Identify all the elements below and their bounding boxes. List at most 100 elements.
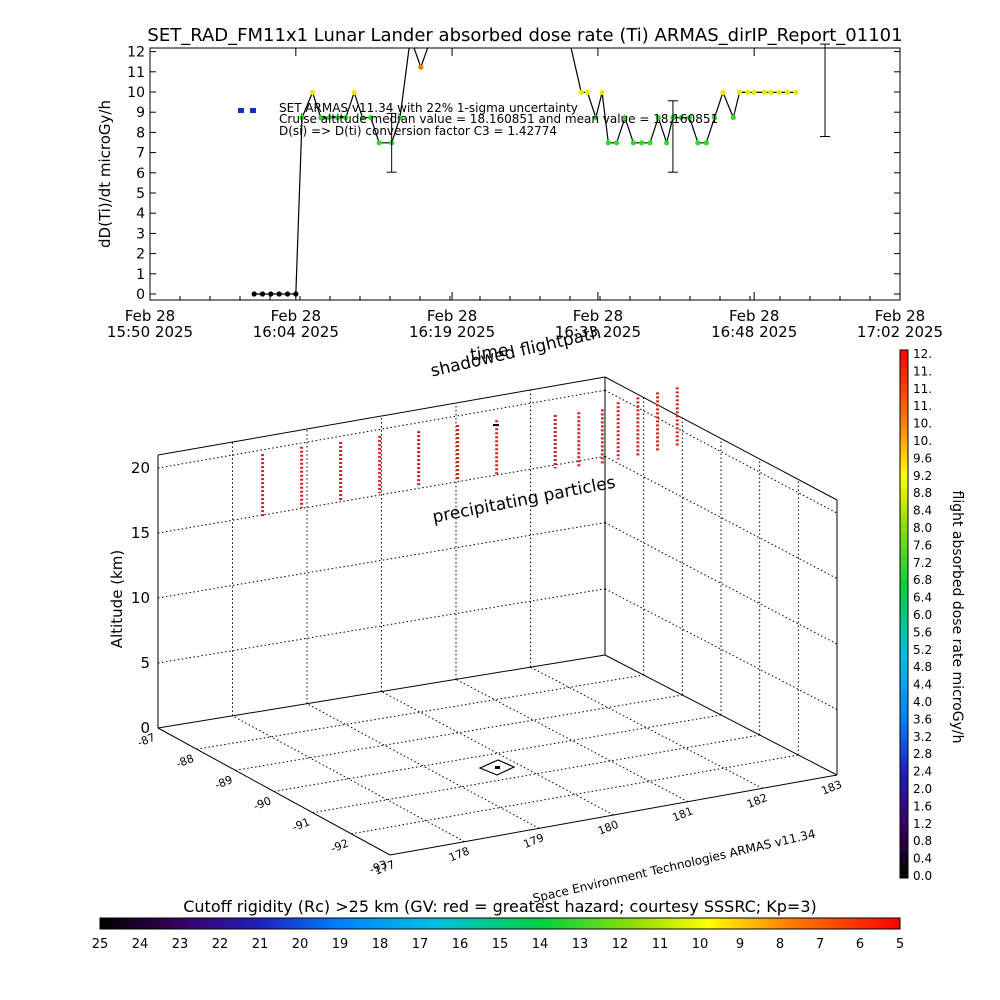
longitude-tick-label: 180 [596, 818, 620, 838]
dose-point [622, 115, 628, 121]
dose-y-tick-label: 6 [136, 166, 145, 182]
dose-y-tick-label: 0 [136, 287, 145, 303]
dose-y-tick-label: 12 [127, 45, 145, 61]
latitude-tick-label: -91 [290, 815, 312, 834]
dose-point [578, 89, 584, 95]
dose-x-tick-time: 15:50 2025 [107, 323, 193, 341]
cutoff-colorbar-tick-label: 11 [652, 937, 669, 952]
dose-colorbar-tick-label: 2.8 [913, 747, 932, 761]
dose-point [376, 140, 382, 146]
dose-colorbar-tick-label: 4.8 [913, 660, 932, 674]
dose-y-tick-label: 9 [136, 105, 145, 121]
altitude-tick-label: 0 [140, 719, 150, 737]
dose-x-tick-time: 16:48 2025 [711, 323, 797, 341]
cutoff-colorbar-tick-label: 10 [692, 937, 709, 952]
dose-point [293, 291, 299, 297]
cutoff-colorbar-tick-label: 22 [212, 937, 229, 952]
latitude-tick-label: -92 [329, 837, 351, 856]
dose-colorbar-tick-label: 1.6 [913, 799, 932, 813]
lander-marker-icon [478, 759, 516, 776]
altitude-tick-label: 15 [131, 524, 150, 542]
dose-point [711, 115, 718, 121]
dose-colorbar-fill [900, 350, 908, 878]
dose-colorbar-tick-label: 3.2 [913, 730, 932, 744]
dose-point [703, 140, 709, 146]
dose-point [593, 115, 599, 121]
dose-point [605, 140, 611, 146]
dose-point [664, 140, 670, 146]
dose-point [334, 115, 341, 121]
cutoff-colorbar-frame [99, 917, 901, 930]
dose-point [695, 140, 701, 146]
dose-point [251, 291, 257, 297]
altitude-tick-label: 5 [140, 654, 150, 672]
dose-colorbar-tick-label: 7.2 [913, 556, 932, 570]
altitude-tick-label: 10 [131, 589, 150, 607]
cutoff-colorbar-fill [100, 918, 900, 929]
dose-colorbar-tick-label: 5.2 [913, 643, 932, 657]
longitude-tick-label: 182 [745, 791, 769, 811]
dose-point [259, 291, 266, 297]
dose-point [768, 89, 774, 95]
dose-point [343, 115, 349, 121]
cutoff-colorbar-tick-label: 5 [896, 937, 904, 952]
cutoff-colorbar [100, 918, 900, 929]
dose-point [655, 115, 661, 121]
annotation-precipitating-particles: precipitating particles [431, 473, 617, 528]
dose-colorbar-tick-label: 4.0 [913, 695, 932, 709]
dose-colorbar-tick-label: 0.8 [913, 834, 932, 848]
longitude-tick-label: 183 [820, 778, 844, 798]
grid-line [232, 715, 465, 843]
cutoff-colorbar-tick-label: 15 [492, 937, 509, 952]
grid-line [455, 678, 689, 803]
dose-point [745, 89, 751, 95]
dose-point [397, 115, 403, 121]
dose-point [776, 89, 782, 95]
dose-colorbar-tick-label: 9.6 [913, 451, 932, 465]
dose-point [359, 115, 366, 121]
dose-point [418, 64, 424, 70]
cutoff-colorbar-tick-label: 14 [532, 937, 549, 952]
dose-colorbar-tick-label: 6.8 [913, 573, 932, 587]
cutoff-colorbar-tick-label: 21 [252, 937, 269, 952]
cutoff-colorbar-tick-label: 17 [412, 937, 429, 952]
dose-point [614, 140, 620, 146]
longitude-tick-label: 179 [522, 831, 546, 851]
precip-marker-icon [493, 424, 499, 426]
dose-colorbar-tick-label: 6.0 [913, 608, 932, 622]
dose-x-tick-date: Feb 28 [875, 307, 925, 325]
dose-point [276, 291, 282, 297]
cutoff-colorbar-tick-label: 19 [332, 937, 349, 952]
dose-y-tick-label: 7 [136, 146, 145, 162]
dose-colorbar-tick-label: 10. [913, 417, 932, 431]
dose-x-tick-time: 16:33 2025 [555, 323, 641, 341]
dose-colorbar-tick-label: 0.4 [913, 852, 932, 866]
cutoff-colorbar-tick-label: 6 [856, 937, 864, 952]
dose-y-tick-label: 8 [136, 125, 145, 141]
latitude-tick-label: -89 [213, 773, 235, 792]
legend-line-1: SET ARMAS v11.34 with 22% 1-sigma uncert… [279, 101, 578, 115]
latitude-tick-label: -93 [368, 858, 390, 877]
dose-point [309, 89, 316, 95]
dose-plot-frame [149, 47, 901, 301]
dose-colorbar-tick-label: 8.4 [913, 504, 932, 518]
dose-point [647, 140, 653, 146]
dose-x-tick-date: Feb 28 [271, 307, 321, 325]
dose-point [793, 89, 799, 95]
dose-colorbar-tick-label: 8.0 [913, 521, 932, 535]
cutoff-colorbar-tick-label: 9 [736, 937, 744, 952]
dose-x-tick-date: Feb 28 [729, 307, 779, 325]
grid-line [530, 666, 763, 789]
dose-point [784, 89, 791, 95]
box-edge [604, 654, 838, 776]
dose-line [254, 48, 796, 295]
dose-point [368, 115, 374, 121]
dose-x-tick-date: Feb 28 [125, 307, 175, 325]
box-edge [157, 376, 606, 456]
dose-colorbar-tick-label: 2.0 [913, 782, 932, 796]
dose-x-tick-time: 17:02 2025 [857, 323, 943, 341]
dose-x-tick-date: Feb 28 [573, 307, 623, 325]
dose-point [326, 115, 332, 121]
